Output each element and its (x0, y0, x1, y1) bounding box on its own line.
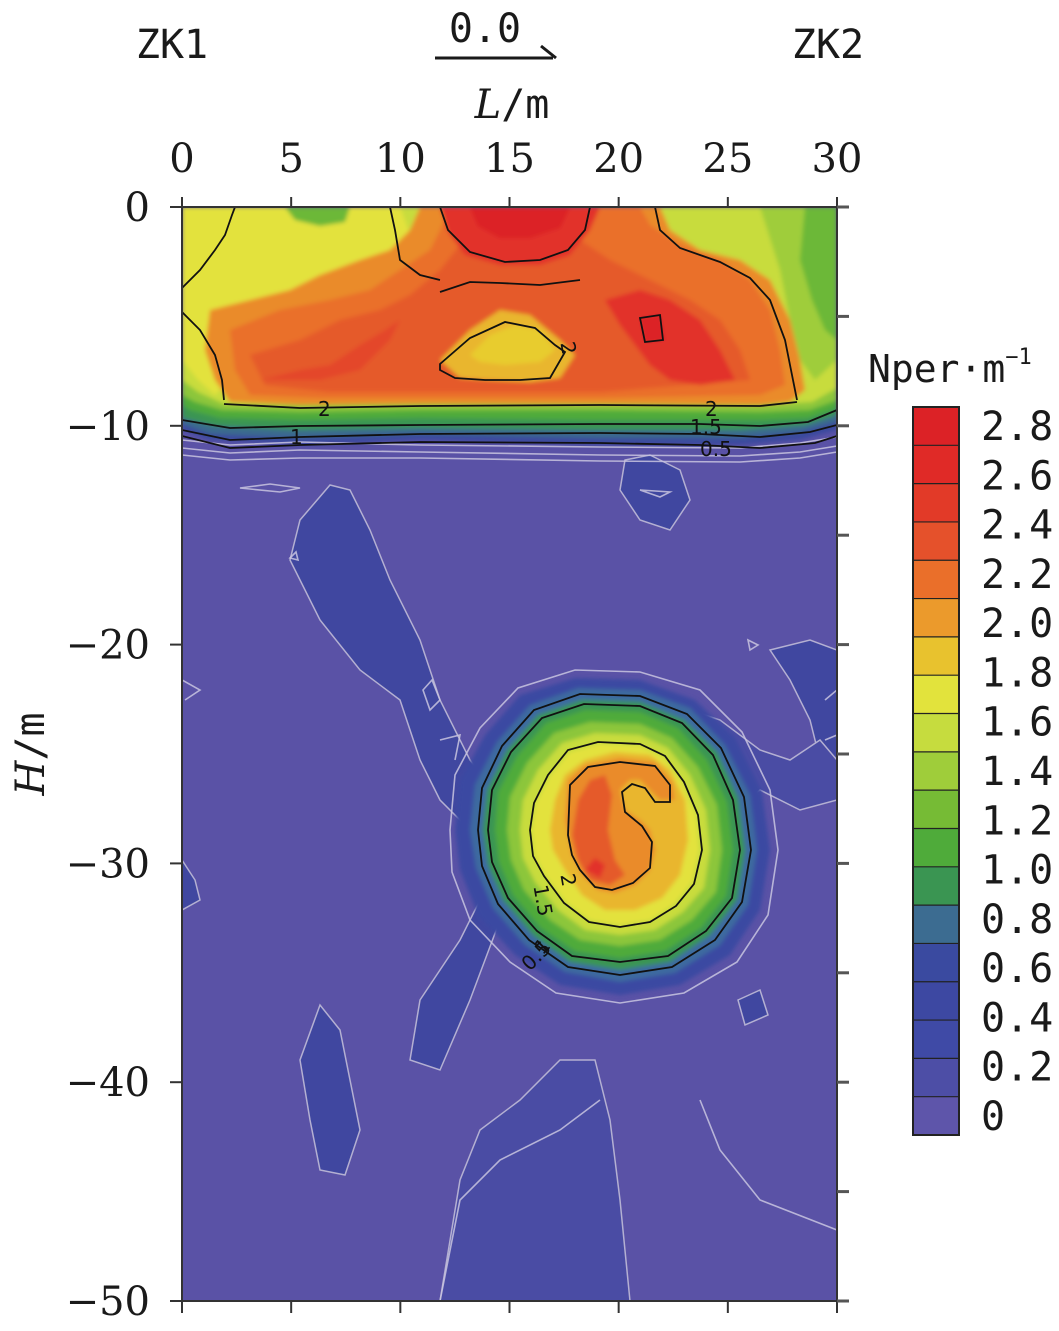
x-tick-label: 25 (702, 136, 753, 182)
colorbar-swatch (913, 751, 959, 791)
colorbar-swatch (913, 560, 959, 600)
colorbar-swatch (913, 713, 959, 753)
y-tick-label: −50 (66, 1279, 150, 1325)
x-tick-label: 20 (593, 136, 644, 182)
colorbar-label: 0.4 (981, 995, 1053, 1041)
colorbar-label: 2.0 (981, 601, 1053, 647)
colorbar-label: 0.8 (981, 897, 1053, 943)
colorbar-swatch (913, 828, 959, 868)
y-axis-title: H/m (8, 712, 54, 796)
colorbar-label: 1.4 (981, 749, 1053, 795)
contour-label-1-left: 1 (290, 425, 303, 449)
direction-arrow-icon (435, 44, 557, 60)
low-zone-small-br (737, 988, 769, 1027)
colorbar-label: 0.6 (981, 946, 1053, 992)
colorbar-swatch (913, 636, 959, 676)
colorbar-label: 2.8 (981, 404, 1053, 450)
contour-label-2-deep: 2 (555, 872, 581, 889)
colorbar-swatch (913, 675, 959, 715)
x-tick-label: 30 (812, 136, 863, 182)
colorbar-swatch (913, 598, 959, 638)
contour-label-2-right: 2 (705, 397, 718, 421)
colorbar-frame (912, 406, 960, 1136)
colorbar-swatch (913, 1096, 959, 1136)
colorbar-swatch (913, 407, 959, 446)
low-zone-top-right (619, 454, 691, 531)
colorbar-label: 0 (981, 1094, 1005, 1140)
x-tick-label: 15 (484, 136, 535, 182)
top-value-label: 0.0 (449, 6, 521, 52)
x-tick-label: 10 (375, 136, 426, 182)
y-tick-label: 0 (125, 185, 150, 231)
colorbar-title-exponent: −1 (1005, 345, 1032, 370)
colorbar-swatch (913, 981, 959, 1021)
colorbar-swatch (913, 866, 959, 906)
low-zone-left-edge (182, 858, 201, 911)
low-zone-bottom-left (299, 1003, 361, 1176)
colorbar: 2.82.62.42.22.01.81.61.41.21.00.80.60.40… (912, 404, 1053, 1140)
x-axis-symbol: L (474, 82, 502, 128)
colorbar-swatch (913, 445, 959, 485)
y-tick-label: −40 (66, 1060, 150, 1106)
y-tick-label: −30 (66, 841, 150, 887)
light-contours (182, 436, 837, 1301)
contour-label-2-dome: 2 (555, 340, 581, 357)
plot-area: 2 1 2 1.5 0.5 2 1.5 2 1 0.5 (182, 207, 837, 1301)
colorbar-label: 0.2 (981, 1045, 1053, 1091)
contour-label-05-right: 0.5 (700, 437, 732, 461)
colorbar-label: 2.4 (981, 503, 1053, 549)
y-axis: 0 −10 −20 −30 −40 −50 (66, 185, 849, 1325)
contour-label-2-left: 2 (318, 397, 331, 421)
x-tick-label: 0 (169, 136, 194, 182)
y-tick-label: −10 (66, 404, 150, 450)
colorbar-swatch (913, 1058, 959, 1098)
colorbar-swatch (913, 790, 959, 830)
colorbar-label: 1.8 (981, 650, 1053, 696)
colorbar-swatch (913, 521, 959, 561)
dark-contours (182, 207, 837, 976)
contour-label-15-deep: 1.5 (528, 883, 557, 918)
y-tick-label: −20 (66, 623, 150, 669)
colorbar-label: 1.2 (981, 798, 1053, 844)
colorbar-label: 2.6 (981, 453, 1053, 499)
x-axis-title: L/m (474, 82, 550, 128)
colorbar-label: 1.6 (981, 700, 1053, 746)
colorbar-title: Nper·m−1 (868, 345, 1032, 391)
low-zone-bottom-wide (439, 1059, 631, 1301)
y-axis-unit: /m (8, 712, 54, 760)
contour-labels: 2 1 2 1.5 0.5 2 1.5 2 1 0.5 (290, 340, 732, 976)
x-axis-unit: /m (501, 82, 549, 128)
colorbar-title-text: Nper·m (868, 347, 1005, 391)
shallow-anomaly (182, 207, 837, 445)
x-tick-label: 5 (278, 136, 303, 182)
y-axis-symbol: H (8, 760, 54, 797)
low-zone-left-diagonal (289, 484, 521, 1071)
colorbar-label: 1.0 (981, 848, 1053, 894)
colorbar-label: 2.2 (981, 552, 1053, 598)
colorbar-swatch (913, 943, 959, 983)
well-label-right: ZK2 (792, 22, 864, 68)
colorbar-swatch (913, 1020, 959, 1059)
colorbar-swatch (913, 905, 959, 945)
well-label-left: ZK1 (136, 22, 208, 68)
contour-label-15-right: 1.5 (690, 415, 722, 439)
colorbar-swatch (913, 483, 959, 523)
x-axis: 0 5 10 15 20 25 30 (169, 136, 862, 1313)
